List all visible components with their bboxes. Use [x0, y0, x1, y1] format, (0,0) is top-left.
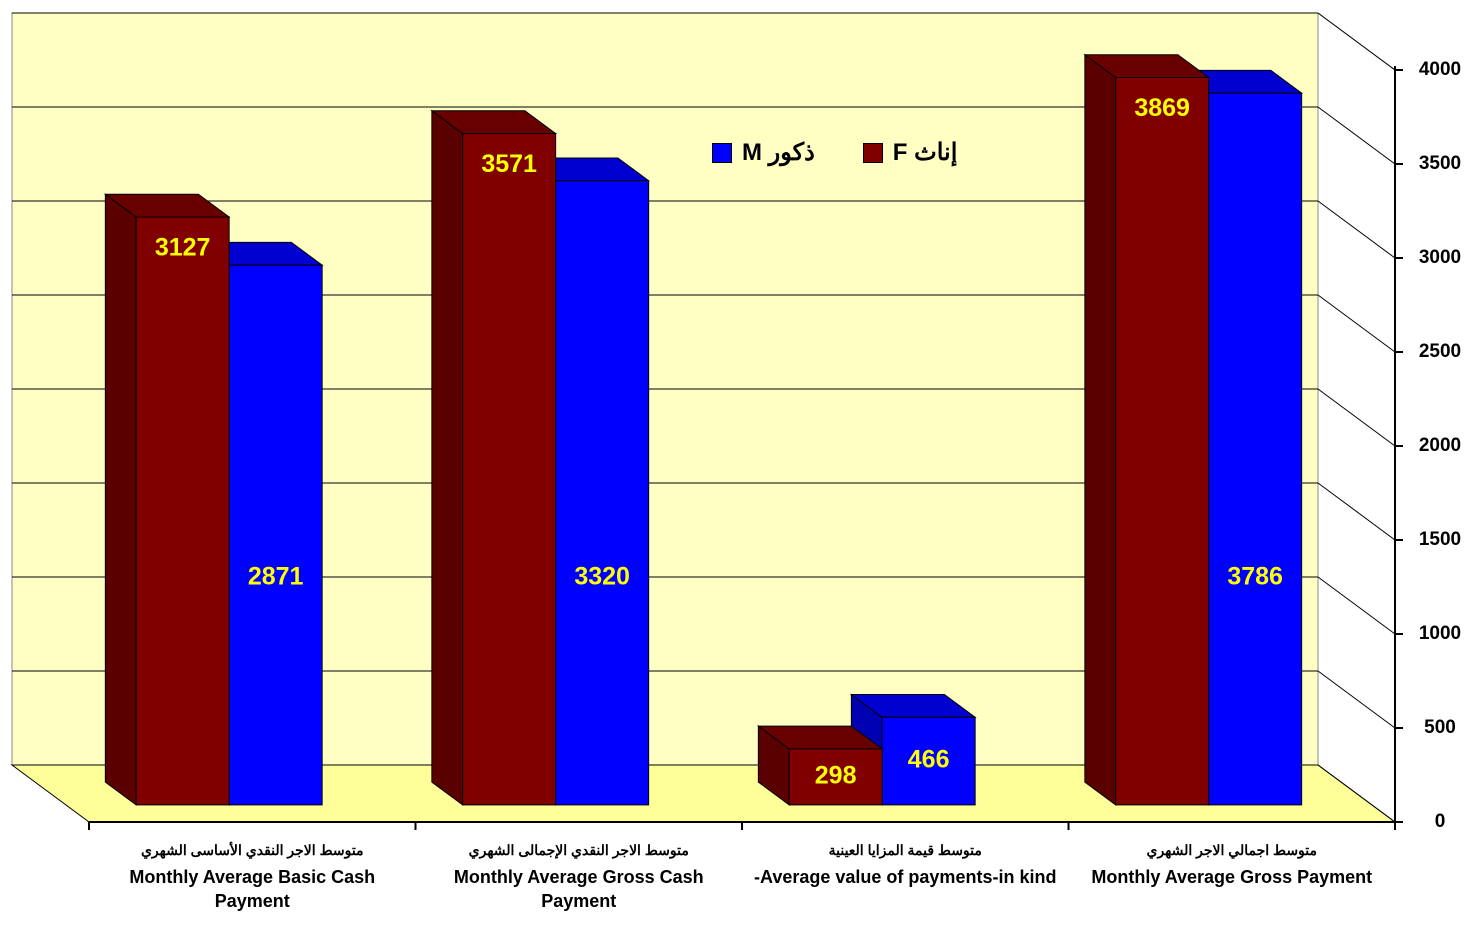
value-label: 2871 — [248, 563, 304, 591]
bar-side — [104, 193, 137, 806]
grid-line-side — [1317, 482, 1396, 541]
x-tick-label-en: Monthly Average Basic Cash Payment — [129, 867, 376, 911]
bar-group — [430, 109, 651, 806]
x-tick-label-ar: متوسط قيمة المزايا العينية — [828, 842, 982, 858]
bar-group — [103, 193, 324, 806]
x-tick-label-ar: متوسط الاجر النقدي الأساسى الشهري — [140, 842, 364, 858]
x-tick-label: متوسط اجمالي الاجر الشهري Monthly Average… — [1069, 842, 1395, 889]
x-tick-label: متوسط قيمة المزايا العينية -Average value… — [742, 842, 1068, 889]
value-label: 3786 — [1227, 563, 1283, 591]
x-tick-label: متوسط الاجر النقدي الأساسى الشهري Monthly… — [89, 842, 415, 913]
legend-swatch — [712, 142, 732, 163]
bar-group — [1083, 53, 1304, 806]
bar-group — [756, 693, 977, 806]
value-label: 3320 — [574, 563, 630, 591]
legend-item: ذكور M — [712, 138, 815, 167]
value-label: 3869 — [1134, 94, 1190, 122]
x-tick-label-ar: متوسط اجمالي الاجر الشهري — [1146, 842, 1317, 858]
grid-line-side — [1317, 294, 1396, 353]
value-label: 3127 — [155, 234, 211, 262]
bar-front — [788, 748, 883, 806]
grid-line-side — [1317, 576, 1396, 635]
value-label: 3571 — [481, 150, 537, 178]
bar-side — [431, 109, 464, 806]
x-tick-label: متوسط الاجر النقدي الإجمالى الشهري Monthl… — [416, 842, 742, 913]
grid-line-side — [1317, 200, 1396, 259]
legend-item: إناث F — [862, 138, 958, 167]
bar-front — [555, 180, 650, 806]
value-label: 466 — [908, 746, 950, 774]
y-tick-label: 3500 — [1419, 153, 1461, 174]
bar-front — [1208, 92, 1303, 806]
bar-front — [228, 264, 323, 806]
x-tick-label-ar: متوسط الاجر النقدي الإجمالى الشهري — [468, 842, 689, 858]
y-tick-label: 1000 — [1419, 623, 1461, 644]
bar-front — [135, 216, 230, 806]
legend: إناث F ذكور M — [712, 138, 957, 167]
y-tick-label: 0 — [1435, 811, 1446, 832]
grid-line-side — [1317, 12, 1396, 71]
x-tick-label-en: Monthly Average Gross Payment — [1091, 867, 1373, 887]
legend-label: إناث F — [892, 139, 958, 166]
bar-side — [1084, 53, 1117, 806]
grid-line-side — [1317, 388, 1396, 447]
y-tick-label: 500 — [1424, 717, 1456, 738]
bar-front — [462, 133, 557, 806]
y-tick-label: 4000 — [1419, 59, 1461, 80]
legend-label: ذكور M — [742, 139, 815, 166]
x-tick-label-en: -Average value of payments-in kind — [754, 867, 1057, 887]
bar — [1083, 53, 1211, 806]
y-tick-label: 1500 — [1419, 529, 1461, 550]
y-tick-label: 3000 — [1419, 247, 1461, 268]
grid-line-side — [1317, 106, 1396, 165]
y-tick-label: 2000 — [1419, 435, 1461, 456]
x-tick-label-en: Monthly Average Gross Cash Payment — [453, 867, 704, 911]
grid-line-side — [1317, 670, 1396, 729]
bar — [430, 109, 558, 806]
grid-line-side — [1317, 764, 1396, 823]
bar-front — [881, 716, 976, 806]
y-tick-label: 2500 — [1419, 341, 1461, 362]
legend-swatch — [862, 142, 883, 163]
value-label: 298 — [815, 761, 857, 789]
bar-front — [1115, 77, 1210, 806]
bar — [103, 193, 231, 806]
bar — [756, 725, 884, 806]
